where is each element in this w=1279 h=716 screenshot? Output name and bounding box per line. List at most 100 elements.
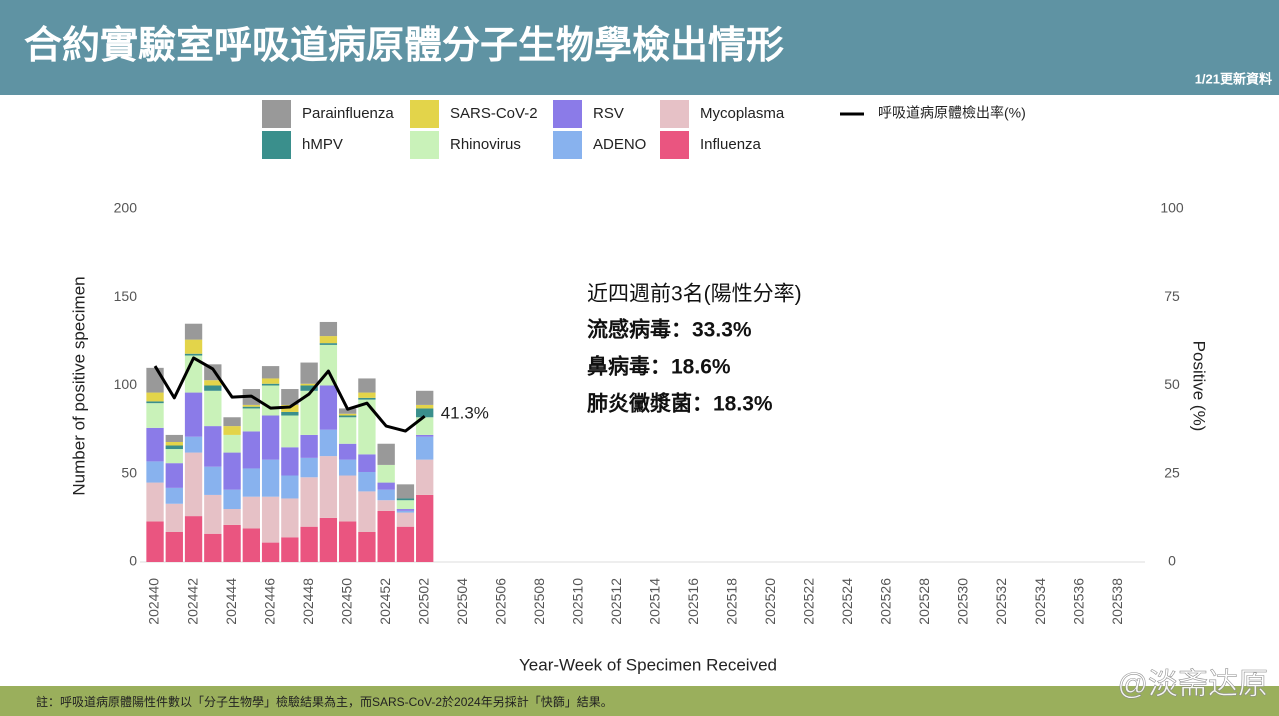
x-tick-label: 202510 — [569, 578, 585, 625]
bar-segment — [300, 434, 318, 458]
legend-swatch — [553, 131, 582, 159]
bar-segment — [204, 380, 222, 386]
x-tick-label: 202508 — [531, 578, 547, 625]
x-tick-label: 202522 — [801, 578, 817, 625]
bar-segment — [242, 408, 261, 432]
bar-segment — [281, 415, 299, 448]
bar-segment — [377, 443, 395, 465]
bar-segment — [261, 366, 280, 379]
x-tick-label: 202512 — [608, 578, 624, 625]
legend-label: RSV — [593, 105, 624, 122]
bar-segment — [242, 406, 261, 409]
bar-segment — [242, 431, 261, 469]
bar-segment — [396, 509, 415, 511]
bar-segment — [338, 415, 357, 418]
bar-segment — [416, 408, 434, 418]
bar-segment — [223, 426, 241, 435]
bar-segment — [146, 401, 164, 404]
bar-segment — [184, 392, 203, 437]
x-tick-label: 202532 — [993, 578, 1009, 625]
y-tick-label: 100 — [114, 376, 138, 392]
bar-segment — [242, 528, 261, 562]
y-tick-label: 0 — [129, 553, 137, 569]
bar-segment — [300, 362, 318, 384]
bar-segment — [165, 487, 183, 504]
legend-label: 呼吸道病原體檢出率(%) — [878, 105, 1026, 121]
legend-label: Rhinovirus — [450, 136, 521, 153]
y-tick-label: 150 — [114, 288, 138, 304]
bar-segment — [319, 429, 338, 457]
bar-segment — [184, 436, 203, 453]
x-tick-label: 202520 — [762, 578, 778, 625]
bar-segment — [416, 459, 434, 495]
bar-segment — [300, 526, 318, 562]
bar-segment — [184, 516, 203, 562]
bar-segment — [358, 397, 376, 400]
bar-segment — [165, 434, 183, 442]
bar-segment — [223, 417, 241, 427]
x-tick-label: 202450 — [338, 578, 354, 625]
bar-segment — [261, 415, 280, 460]
bar-segment — [146, 392, 164, 402]
bar-segment — [165, 503, 183, 532]
bar-segment — [416, 417, 434, 435]
bar-segment — [242, 496, 261, 529]
x-tick-label: 202442 — [184, 578, 200, 625]
bar-segment — [223, 434, 241, 453]
watermark: @淡斋达原 — [1118, 668, 1268, 701]
bar-segment — [358, 491, 376, 532]
bar-segment — [338, 475, 357, 522]
annotation-heading: 近四週前3名(陽性分率) — [587, 283, 802, 306]
annotation-line: 鼻病毒：18.6% — [587, 355, 731, 379]
bar-segment — [319, 321, 338, 337]
bar-segment — [396, 500, 415, 510]
bar-segment — [261, 378, 280, 384]
bar-segment — [281, 498, 299, 538]
bar-segment — [146, 367, 164, 393]
x-tick-label: 202440 — [146, 578, 162, 625]
bar-segment — [146, 461, 164, 483]
y2-tick-label: 0 — [1168, 553, 1176, 569]
bar-segment — [358, 531, 376, 562]
bar-segment — [416, 434, 434, 437]
bar-segment — [261, 383, 280, 386]
x-tick-label: 202448 — [300, 578, 316, 625]
bar-segment — [338, 408, 357, 414]
legend-label: Mycoplasma — [700, 105, 785, 122]
bar-segment — [358, 454, 376, 472]
bar-segment — [204, 494, 222, 534]
bar-segment — [319, 385, 338, 430]
bar-segment — [223, 524, 241, 562]
bar-segment — [300, 477, 318, 527]
bar-segment — [204, 533, 222, 562]
y2-tick-label: 100 — [1160, 200, 1184, 216]
bar-segment — [165, 445, 183, 450]
bar-segment — [396, 512, 415, 527]
slide-title: 合約實驗室呼吸道病原體分子生物學檢出情形 — [24, 24, 784, 67]
bar-segment — [204, 426, 222, 467]
legend-label: hMPV — [302, 136, 343, 153]
y-tick-label: 50 — [121, 464, 137, 480]
x-tick-label: 202518 — [724, 578, 740, 625]
x-tick-label: 202514 — [647, 578, 663, 625]
footer-band — [0, 686, 1279, 716]
y2-axis-label: Positive (%) — [1190, 341, 1209, 432]
bar-segment — [300, 385, 318, 391]
bar-segment — [281, 447, 299, 476]
legend-label: ADENO — [593, 136, 646, 153]
bar-segment — [261, 542, 280, 562]
bar-segment — [377, 464, 395, 483]
annotation-line: 肺炎黴漿菌：18.3% — [587, 392, 773, 416]
x-tick-label: 202504 — [454, 578, 470, 625]
line-series — [153, 356, 426, 433]
bar-segment — [184, 452, 203, 517]
bar-segment — [416, 494, 434, 562]
y-tick-label: 200 — [114, 200, 138, 216]
bar-segment — [416, 436, 434, 460]
bar-segment — [261, 385, 280, 416]
bar-segment — [204, 385, 222, 391]
x-tick-label: 202502 — [415, 578, 431, 625]
bar-segment — [338, 521, 357, 562]
bar-segment — [146, 403, 164, 428]
bar-segment — [358, 399, 376, 455]
